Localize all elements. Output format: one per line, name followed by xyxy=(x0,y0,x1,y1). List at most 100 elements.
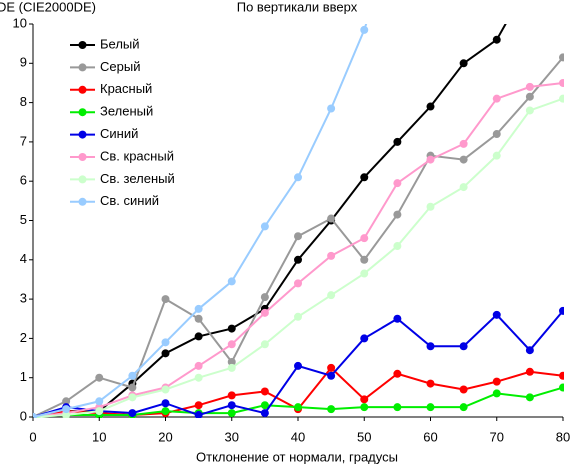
data-point xyxy=(492,35,501,44)
data-point xyxy=(459,155,468,164)
legend-marker xyxy=(78,153,87,161)
data-point xyxy=(260,222,269,231)
legend-marker xyxy=(78,63,87,72)
data-point xyxy=(294,255,302,264)
data-point xyxy=(161,407,170,416)
y-tick-label: 9 xyxy=(20,55,27,70)
data-point xyxy=(62,397,71,406)
legend-marker xyxy=(78,175,87,184)
y-tick-label: 6 xyxy=(20,173,27,188)
legend-label: Белый xyxy=(100,36,140,51)
legend-label: Красный xyxy=(100,81,152,96)
data-point xyxy=(459,59,468,68)
data-point xyxy=(360,334,369,343)
data-point xyxy=(426,202,435,211)
y-tick-label: 2 xyxy=(20,330,27,345)
data-point xyxy=(260,409,269,418)
data-point xyxy=(559,78,564,87)
data-point xyxy=(294,173,302,182)
data-point xyxy=(260,387,269,396)
data-point xyxy=(194,411,203,418)
data-point xyxy=(194,332,203,341)
data-point xyxy=(426,102,435,111)
data-point xyxy=(327,363,336,372)
legend-label: Зеленый xyxy=(100,104,153,119)
data-point xyxy=(459,183,468,192)
data-point xyxy=(260,340,269,349)
data-point xyxy=(128,409,137,418)
x-tick-label: 40 xyxy=(291,429,305,444)
data-point xyxy=(194,401,203,410)
data-point xyxy=(559,383,564,392)
data-point xyxy=(492,94,501,103)
data-point xyxy=(194,314,203,323)
data-point xyxy=(559,94,564,103)
data-point xyxy=(360,173,369,182)
data-point xyxy=(260,308,269,317)
data-point xyxy=(62,411,71,418)
data-point xyxy=(525,367,534,376)
data-point xyxy=(492,310,501,319)
data-point xyxy=(294,232,302,241)
legend-label: Св. красный xyxy=(100,148,174,163)
data-point xyxy=(360,255,369,264)
data-point xyxy=(161,399,170,408)
data-point xyxy=(525,82,534,91)
data-point xyxy=(194,304,203,313)
x-tick-label: 20 xyxy=(158,429,172,444)
legend-label: Св. синий xyxy=(100,193,159,208)
data-point xyxy=(393,242,402,251)
data-point xyxy=(426,155,435,164)
data-point xyxy=(492,151,501,160)
data-point xyxy=(459,403,468,412)
legend-label: Серый xyxy=(100,59,140,74)
x-axis-label: Отклонение от нормали, градусы xyxy=(196,449,398,464)
y-tick-label: 5 xyxy=(20,212,27,227)
data-point xyxy=(327,371,336,380)
data-point xyxy=(161,349,170,358)
x-tick-label: 60 xyxy=(423,429,437,444)
y-tick-label: 0 xyxy=(20,408,27,423)
x-tick-label: 50 xyxy=(357,429,371,444)
data-point xyxy=(393,137,402,146)
data-point xyxy=(95,373,104,382)
data-point xyxy=(95,397,104,406)
data-point xyxy=(559,53,564,62)
data-point xyxy=(426,342,435,351)
legend-marker xyxy=(78,108,87,117)
x-tick-label: 30 xyxy=(225,429,239,444)
data-point xyxy=(227,363,236,372)
data-point xyxy=(327,405,336,414)
y-tick-label: 7 xyxy=(20,133,27,148)
data-point xyxy=(393,314,402,323)
legend-marker xyxy=(78,85,87,94)
data-point xyxy=(227,340,236,349)
data-point xyxy=(426,403,435,412)
data-point xyxy=(194,373,203,382)
data-point xyxy=(260,293,269,302)
y-tick-label: 10 xyxy=(13,15,27,30)
legend-label: Св. зеленый xyxy=(100,171,175,186)
data-point xyxy=(161,338,170,347)
data-point xyxy=(62,405,71,414)
data-point xyxy=(327,251,336,260)
data-point xyxy=(360,269,369,278)
data-point xyxy=(161,295,170,304)
data-point xyxy=(360,403,369,412)
data-point xyxy=(294,361,302,370)
data-point xyxy=(227,409,236,418)
x-tick-label: 0 xyxy=(29,429,36,444)
data-point xyxy=(294,279,302,288)
data-point xyxy=(128,383,137,392)
data-point xyxy=(459,342,468,351)
data-point xyxy=(492,389,501,398)
data-point xyxy=(360,395,369,404)
data-point xyxy=(426,379,435,388)
plot-area xyxy=(33,24,564,418)
y-tick-label: 8 xyxy=(20,94,27,109)
data-point xyxy=(559,306,564,315)
data-point xyxy=(194,361,203,370)
data-point xyxy=(492,377,501,386)
data-point xyxy=(525,393,534,402)
legend-marker xyxy=(78,130,87,139)
